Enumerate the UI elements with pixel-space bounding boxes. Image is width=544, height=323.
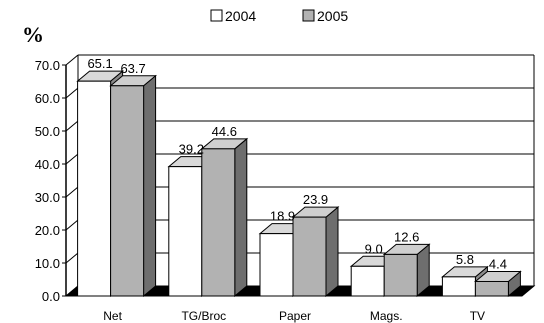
bar-2004-TG/Broc bbox=[168, 166, 203, 297]
data-label: 44.6 bbox=[212, 124, 237, 139]
grid-diagonal bbox=[65, 87, 79, 99]
data-label: 65.1 bbox=[87, 56, 112, 71]
bar-side bbox=[143, 74, 157, 298]
legend-label: 2005 bbox=[317, 8, 348, 24]
grid-diagonal bbox=[65, 153, 79, 165]
legend-swatch bbox=[210, 9, 223, 22]
data-label: 5.8 bbox=[456, 252, 474, 267]
data-labels: 65.1 63.7 39.2 44.6 18.9 23.9 9.0 12.6 5.8 4.4 bbox=[87, 56, 506, 271]
bar-2004-TV bbox=[441, 276, 476, 297]
y-tick-label: 40.0 bbox=[35, 157, 60, 172]
y-tick-label: 60.0 bbox=[35, 91, 60, 106]
grid-diagonal bbox=[65, 219, 79, 231]
y-tick-label: 70.0 bbox=[35, 58, 60, 73]
y-tick-label: 10.0 bbox=[35, 256, 60, 271]
grid-diagonal bbox=[65, 252, 79, 264]
legend-swatch bbox=[302, 9, 315, 22]
x-category-label: Mags. bbox=[370, 309, 403, 323]
legend-label: 2004 bbox=[225, 8, 256, 24]
y-unit-label: % bbox=[22, 22, 44, 47]
data-label: 39.2 bbox=[179, 142, 204, 157]
bar-2004-Mags. bbox=[350, 265, 385, 297]
y-tick-label: 30.0 bbox=[35, 190, 60, 205]
x-category-label: Net bbox=[103, 309, 122, 323]
bar-2004-Paper bbox=[259, 233, 294, 297]
data-label: 18.9 bbox=[270, 209, 295, 224]
data-label: 4.4 bbox=[489, 256, 507, 271]
data-label: 23.9 bbox=[303, 192, 328, 207]
legend: 2004 2005 bbox=[210, 8, 348, 24]
y-tick-label: 20.0 bbox=[35, 223, 60, 238]
data-label: 9.0 bbox=[365, 241, 383, 256]
bar-2005-Net bbox=[110, 85, 145, 297]
y-tick-label: 50.0 bbox=[35, 124, 60, 139]
bar-2005-TG/Broc bbox=[201, 148, 236, 297]
bar-2005-Mags. bbox=[383, 253, 418, 297]
bars bbox=[76, 70, 522, 298]
data-label: 12.6 bbox=[394, 229, 419, 244]
x-category-label: TV bbox=[470, 309, 485, 323]
grid-diagonal bbox=[65, 120, 79, 132]
bar-side bbox=[325, 206, 339, 298]
bar-2005-Paper bbox=[292, 216, 327, 297]
bar-2005-TV bbox=[474, 280, 509, 297]
grid-diagonal bbox=[65, 186, 79, 198]
bar-side bbox=[234, 137, 248, 298]
grid-diagonal bbox=[65, 54, 79, 66]
data-label: 63.7 bbox=[120, 61, 145, 76]
bar-2004-Net bbox=[77, 80, 112, 297]
x-category-label: TG/Broc bbox=[181, 309, 226, 323]
x-category-label: Paper bbox=[279, 309, 311, 323]
y-tick-label: 0.0 bbox=[42, 289, 60, 304]
